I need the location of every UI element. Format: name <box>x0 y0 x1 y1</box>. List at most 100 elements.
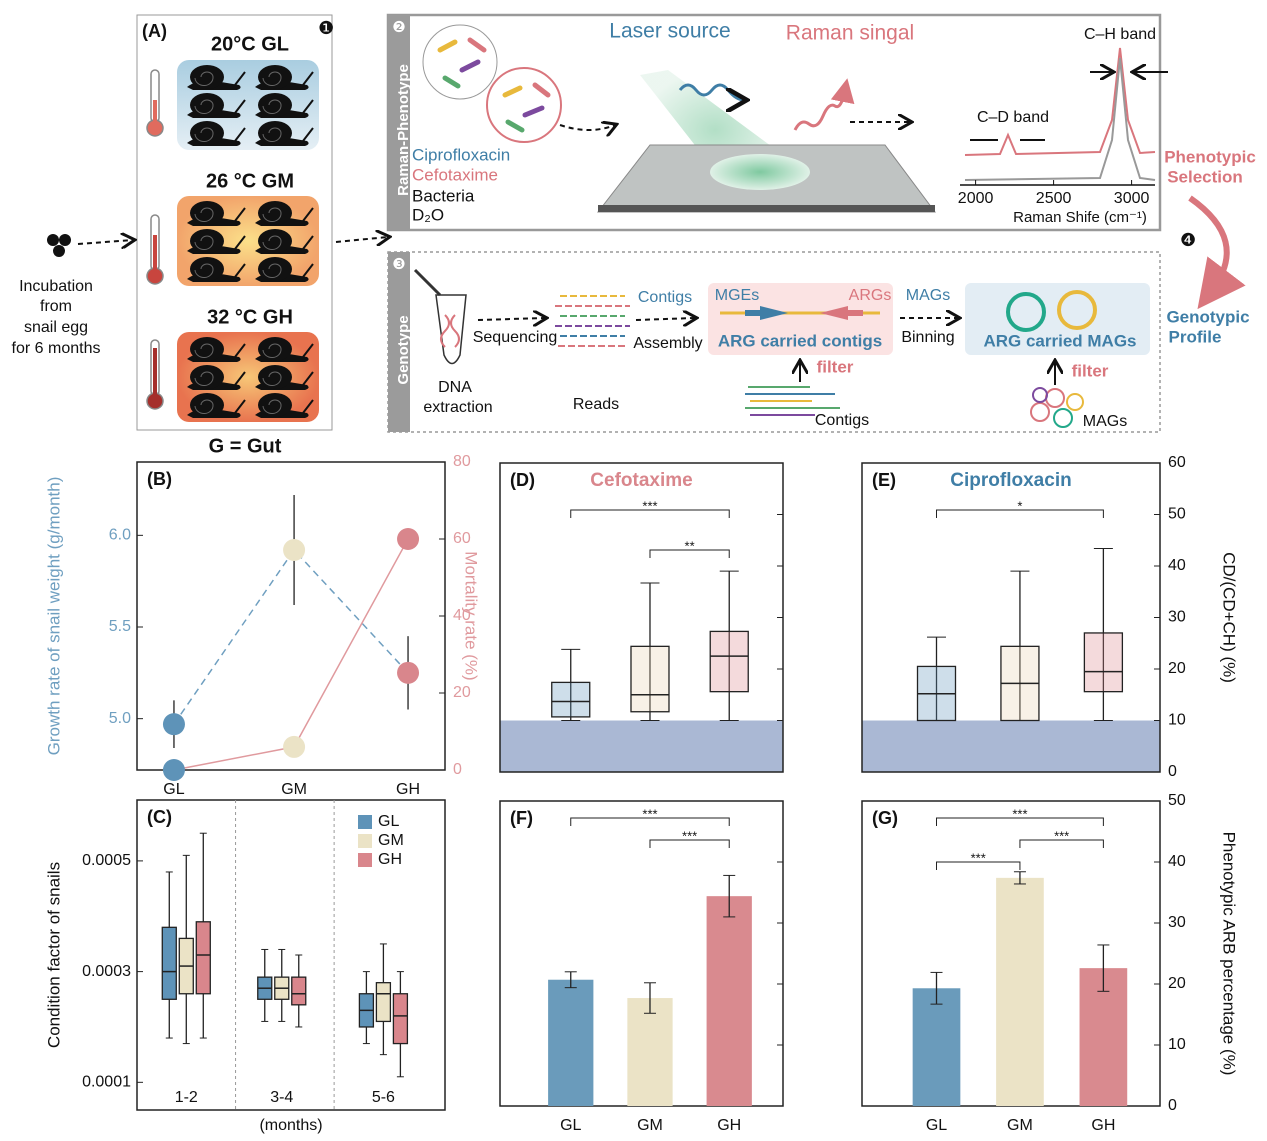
decoration <box>1030 402 1050 422</box>
y-tick-label: 0.0005 <box>82 852 131 869</box>
decoration <box>153 235 157 273</box>
significance-label: ** <box>685 538 695 553</box>
y-tick-label: 40 <box>1168 853 1186 870</box>
y2-tick-label: 0 <box>453 761 462 778</box>
y-tick-label: 30 <box>1168 914 1186 931</box>
chart: (F) GL GM GH *** *** <box>499 800 784 1134</box>
mge-arrow <box>760 306 788 320</box>
step-number: ❸ <box>392 256 405 273</box>
input-text: for 6 months <box>12 340 101 357</box>
group-label: 32 °C GH <box>207 306 293 328</box>
antibiotic-label: Ciprofloxacin <box>412 145 510 164</box>
legend-label: GM <box>378 832 404 849</box>
x-tick-label: GL <box>560 1117 581 1134</box>
laser-wave <box>678 83 744 100</box>
contig-lines <box>745 386 840 416</box>
x-tick-label: GM <box>637 1117 663 1134</box>
decoration <box>1045 388 1065 408</box>
input-text: Incubation <box>19 278 93 295</box>
filter-label: filter <box>817 357 854 376</box>
y-axis-label: Growth rate of snail weight (g/month) <box>44 477 63 756</box>
panel-a-footer: G = Gut <box>209 435 282 457</box>
bar <box>706 896 752 1106</box>
y-tick-label: 50 <box>1168 506 1186 523</box>
x-tick-label: 3-4 <box>270 1089 293 1106</box>
threshold-shade <box>862 720 1160 772</box>
step-text: Assembly <box>633 335 702 352</box>
decoration <box>745 310 765 316</box>
filter-label: filter <box>1072 361 1109 380</box>
arg-arrow <box>820 306 848 320</box>
box <box>161 926 177 1000</box>
significance-label: *** <box>1012 806 1027 821</box>
y-tick-label: 60 <box>1168 454 1186 471</box>
water-label: D₂O <box>412 205 444 224</box>
significance-label: *** <box>682 828 697 843</box>
x-axis-label: (months) <box>259 1117 322 1134</box>
box-label: ARG carried contigs <box>718 331 882 350</box>
significance-bracket <box>570 817 730 826</box>
line <box>173 538 409 771</box>
box <box>630 645 670 713</box>
legend-label: GH <box>378 851 402 868</box>
y-tick-label: 0.0001 <box>82 1074 131 1091</box>
significance-bracket <box>1019 839 1104 848</box>
chart-title: Ciprofloxacin <box>950 470 1071 491</box>
laser-spot <box>710 154 810 190</box>
y-tick-label: 10 <box>1168 712 1186 729</box>
thermometers <box>146 69 164 410</box>
panel-label: (C) <box>147 807 172 827</box>
box <box>392 993 409 1045</box>
bacteria-label: Bacteria <box>412 186 475 205</box>
step-number: ❹ <box>1180 230 1196 250</box>
y2-tick-label: 80 <box>453 453 471 470</box>
decoration <box>1053 408 1073 428</box>
spectrum-line <box>964 47 1156 156</box>
legend-swatch <box>358 853 372 867</box>
decoration <box>1066 393 1084 411</box>
arrow <box>477 318 545 320</box>
antibiotic-label: Cefotaxime <box>412 165 498 184</box>
x-tick-label: GL <box>163 781 184 798</box>
box <box>551 681 591 718</box>
decoration <box>505 119 525 133</box>
significance-bracket <box>936 861 1021 870</box>
significance-bracket <box>649 839 730 848</box>
x-tick-label: GM <box>1007 1117 1033 1134</box>
y-axis-label: Phenotypic ARB percentage (%) <box>1220 832 1239 1076</box>
laser-label: Laser source <box>609 20 730 43</box>
significance-label: *** <box>971 850 986 865</box>
step-text: Sequencing <box>473 329 558 346</box>
y-axis-label: Condition factor of snails <box>44 862 63 1048</box>
reads-label: Reads <box>573 396 619 413</box>
arrow <box>559 125 615 130</box>
group-label: 20°C GL <box>211 33 289 55</box>
decoration <box>59 234 71 246</box>
decoration <box>502 85 523 98</box>
tick-label: 2000 <box>958 190 994 207</box>
point <box>162 759 185 781</box>
box <box>291 976 307 1006</box>
y-tick-label: 50 <box>1168 792 1186 809</box>
point <box>283 735 306 758</box>
significance-label: *** <box>642 806 657 821</box>
arrow <box>77 240 133 244</box>
selection-label: Selection <box>1167 167 1243 186</box>
panel-label: (D) <box>510 470 535 490</box>
dna-label: extraction <box>423 399 492 416</box>
decoration <box>47 234 59 246</box>
x-tick-label: 1-2 <box>175 1089 198 1106</box>
signal-label: Raman singal <box>786 22 914 45</box>
bar <box>912 988 961 1106</box>
point <box>397 528 420 550</box>
y-tick-label: 6.0 <box>109 527 131 544</box>
chart: (D) Cefotaxime***** <box>499 462 784 773</box>
side-label: Raman-Phenotype <box>395 64 412 196</box>
y2-tick-label: 40 <box>453 607 471 624</box>
decoration <box>153 100 157 125</box>
x-tick-label: GH <box>1091 1117 1115 1134</box>
step-text: Binning <box>901 329 954 346</box>
step-text: Contigs <box>638 289 692 306</box>
tick-label: 3000 <box>1114 190 1150 207</box>
